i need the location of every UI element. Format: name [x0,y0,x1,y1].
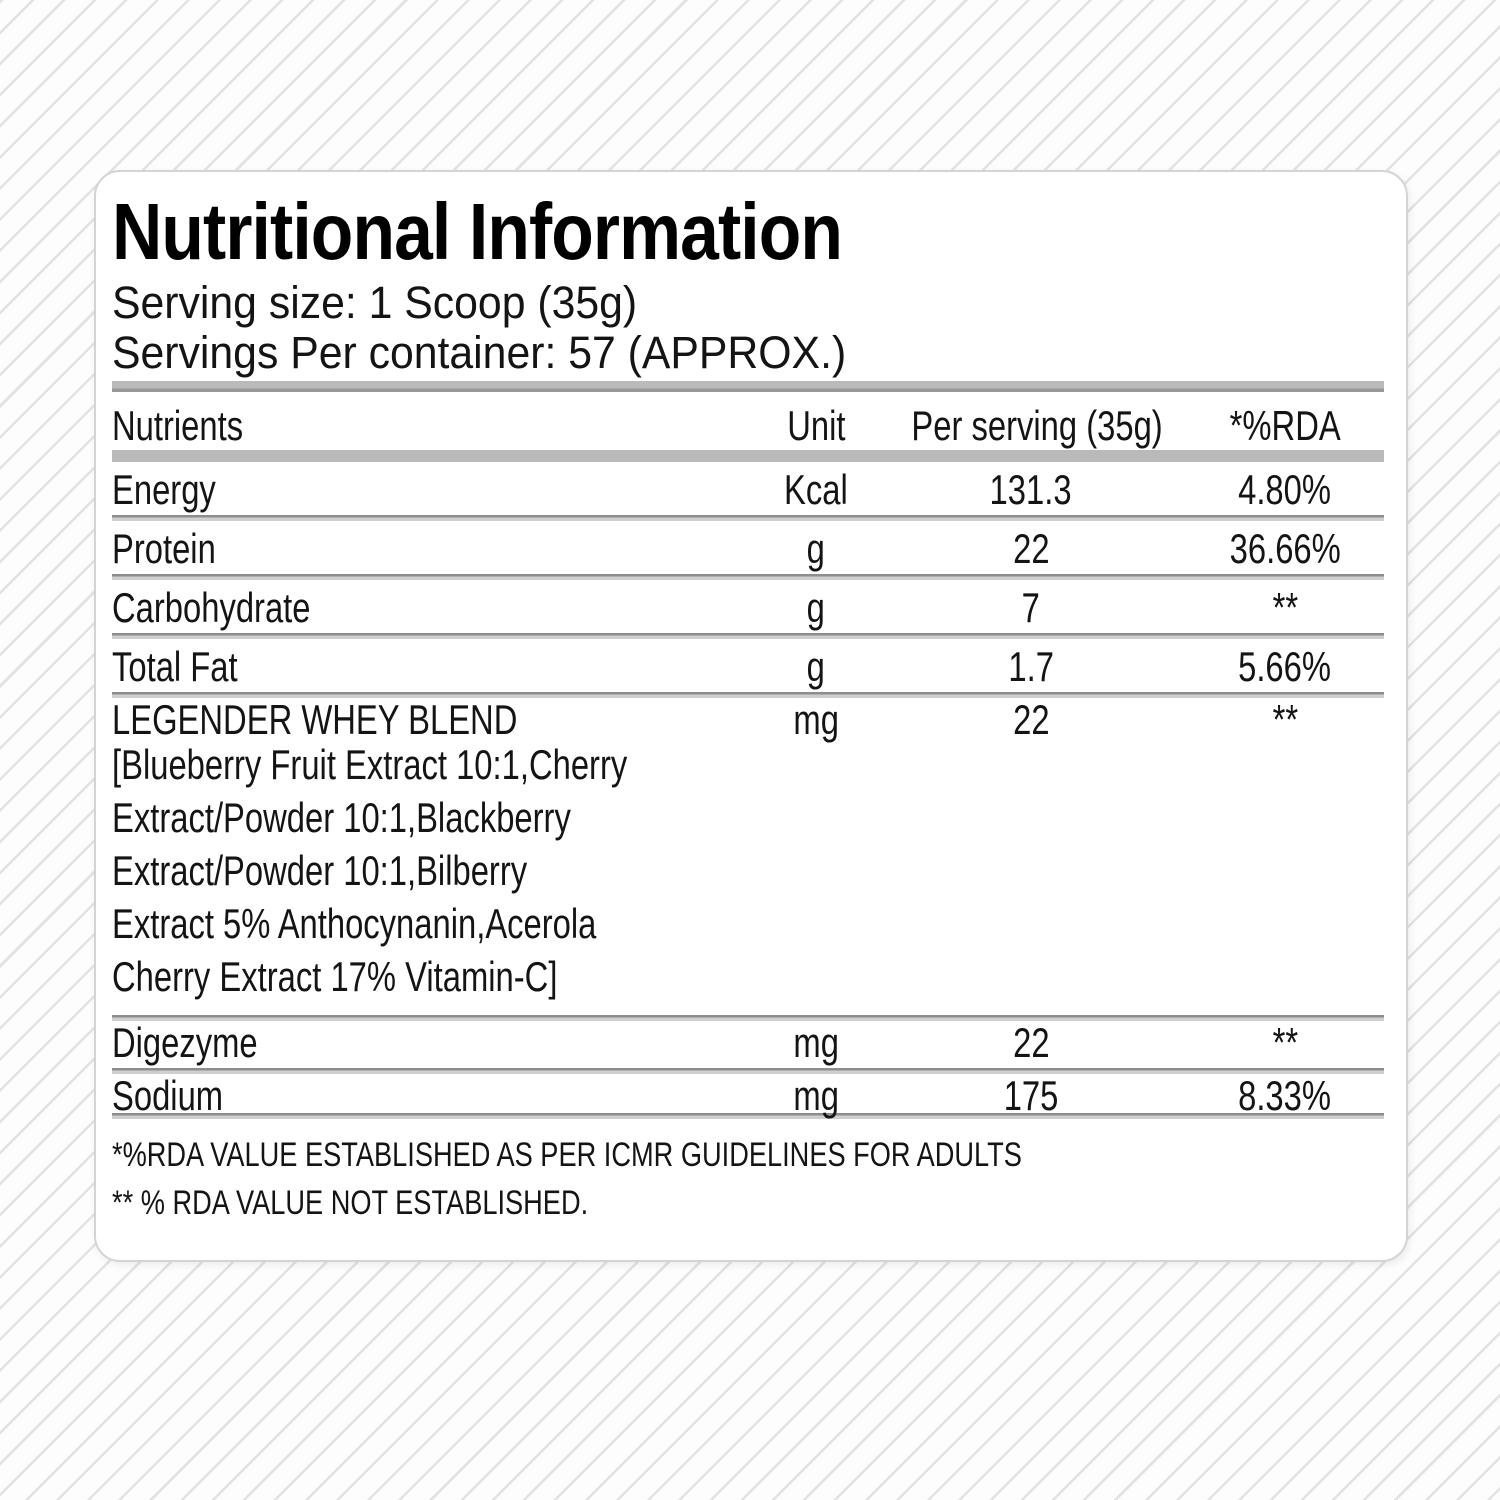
cell-unit: mg [793,1072,839,1119]
table-row-energy: Energy Kcal 131.3 4.80% [112,462,1384,515]
cell-per-serving: 22 [1012,524,1050,572]
cell-rda: 36.66% [1229,524,1341,572]
divider-header-bottom [112,450,1384,462]
cell-rda: 5.66% [1238,642,1332,690]
row-divider [112,1113,1384,1119]
blend-detail-line: Extract 5% Anthocynanin,Acerola [112,900,597,947]
cell-unit: g [806,583,826,631]
row-divider [112,1068,1384,1074]
cell-nutrient: Sodium [112,1072,224,1119]
column-header-unit: Unit [786,401,846,449]
table-row-carbohydrate: Carbohydrate g 7 ** [112,580,1384,633]
footnote-rda-established: *%RDA VALUE ESTABLISHED AS PER ICMR GUID… [112,1136,1022,1174]
cell-nutrient: Protein [112,524,216,572]
cell-per-serving: 175 [1003,1072,1059,1119]
nutrition-label-card: Nutritional Information Serving size: 1 … [94,170,1408,1262]
table-row-sodium: Sodium mg 175 8.33% [112,1073,1384,1117]
cell-rda: ** [1272,696,1298,743]
label-title-text: Nutritional Information [112,187,843,276]
cell-nutrient: Carbohydrate [112,583,311,631]
blend-detail-line: Cherry Extract 17% Vitamin-C] [112,953,558,1000]
serving-size-line: Serving size: 1 Scoop (35g) [112,277,638,328]
column-header-per-serving: Per serving (35g) [911,401,1163,449]
divider-header-top [112,381,1384,392]
cell-unit: mg [793,696,839,743]
servings-per-container-line: Servings Per container: 57 (APPROX.) [112,327,847,378]
footnote-rda-not-established: ** % RDA VALUE NOT ESTABLISHED. [112,1184,589,1222]
row-divider [112,574,1384,580]
cell-per-serving: 7 [1021,583,1041,631]
cell-rda: ** [1272,1019,1298,1066]
cell-per-serving: 22 [1012,1019,1050,1066]
label-title: Nutritional Information [112,186,1384,278]
row-divider [112,633,1384,639]
cell-nutrient: Total Fat [112,642,238,690]
table-row-protein: Protein g 22 36.66% [112,521,1384,574]
blend-detail-line: Extract/Powder 10:1,Blackberry [112,794,571,841]
cell-unit: g [806,642,826,690]
row-divider [112,1015,1384,1021]
cell-rda: 8.33% [1238,1072,1332,1119]
whey-blend-details: [Blueberry Fruit Extract 10:1,Cherry Ext… [112,738,1384,1003]
blend-detail-line: Extract/Powder 10:1,Bilberry [112,847,528,894]
column-header-nutrients: Nutrients [112,401,244,449]
cell-nutrient: Energy [112,465,216,513]
cell-per-serving: 22 [1012,696,1050,743]
blend-detail-line: [Blueberry Fruit Extract 10:1,Cherry [112,741,628,788]
cell-unit: g [806,524,826,572]
cell-per-serving: 1.7 [1008,642,1054,690]
table-row-digezyme: Digezyme mg 22 ** [112,1019,1384,1068]
cell-unit: mg [793,1019,839,1066]
column-header-rda: *%RDA [1229,401,1341,449]
cell-rda: ** [1272,583,1298,631]
table-row-total-fat: Total Fat g 1.7 5.66% [112,639,1384,692]
cell-nutrient: Digezyme [112,1019,258,1066]
cell-per-serving: 131.3 [989,465,1072,513]
row-divider [112,692,1384,698]
table-header-row: Nutrients Unit Per serving (35g) *%RDA [112,392,1384,450]
row-divider [112,515,1384,521]
cell-nutrient: LEGENDER WHEY BLEND [112,696,518,743]
table-row-whey-blend: LEGENDER WHEY BLEND mg 22 ** [112,697,1384,741]
cell-rda: 4.80% [1238,465,1332,513]
cell-unit: Kcal [784,465,848,513]
